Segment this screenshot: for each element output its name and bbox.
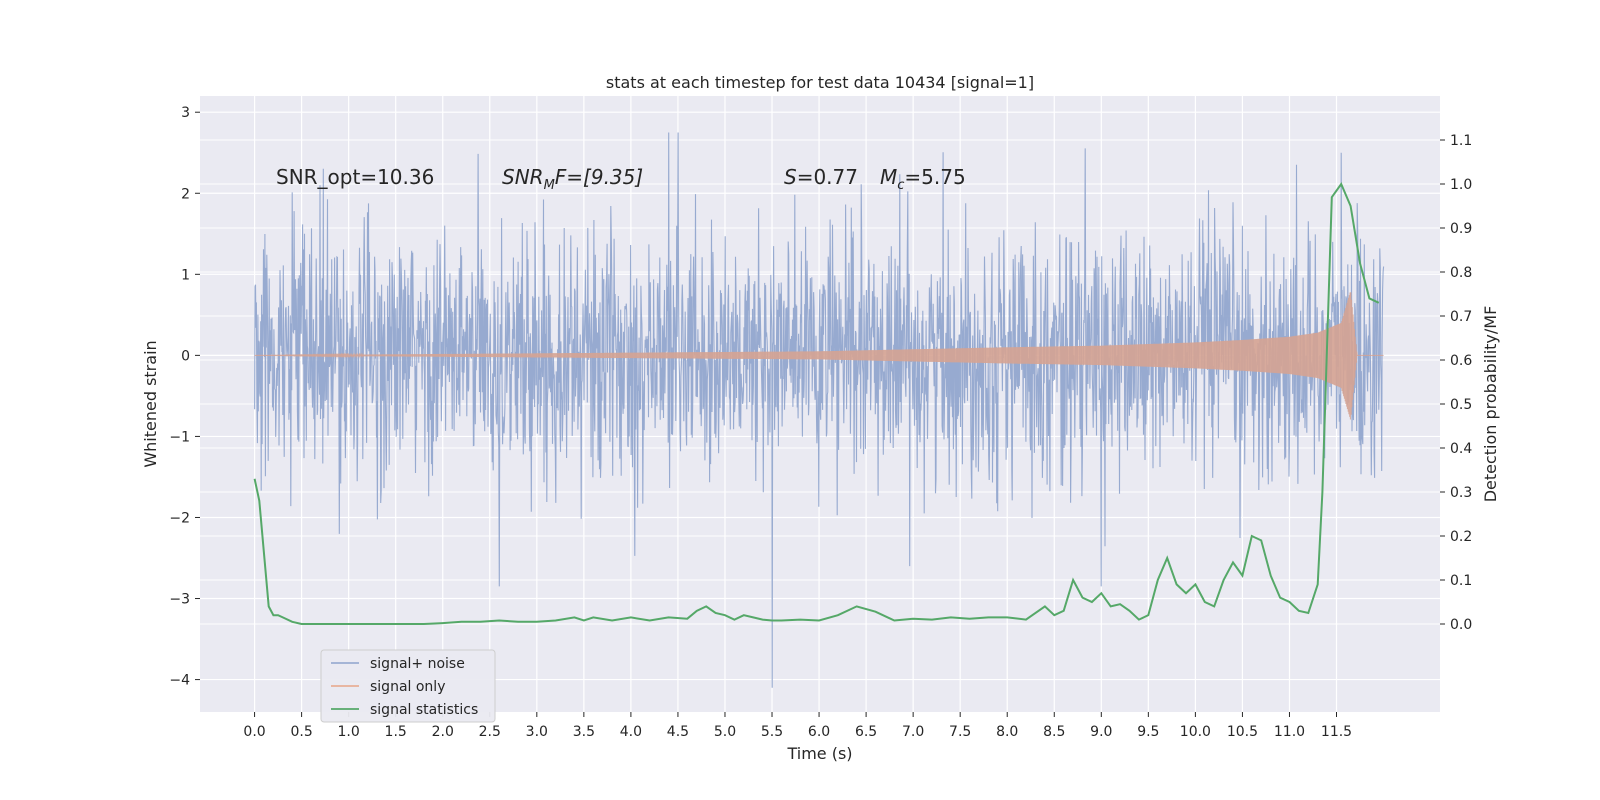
legend: signal+ noise signal only signal statist… xyxy=(320,649,496,723)
snr-mf-sub: M xyxy=(544,178,555,193)
y-tick-label-0: 3 xyxy=(181,105,190,121)
stats-line xyxy=(253,181,1380,625)
legend-box xyxy=(320,649,496,723)
legend-label-noise: signal+ noise xyxy=(370,656,465,672)
y2-tick-label-2: 0.9 xyxy=(1450,221,1472,237)
y2-axis-ticks: 1.1 1.0 0.9 0.8 0.7 0.6 0.5 0.4 0.3 0.2 0.1 0.0 xyxy=(1440,133,1472,633)
y-tick-label-6: −3 xyxy=(169,592,190,608)
s-base: S xyxy=(784,165,797,189)
mc-rest: =5.75 xyxy=(904,165,965,189)
x-tick-label-17: 8.5 xyxy=(1043,724,1065,740)
x-tick-label-8: 4.0 xyxy=(620,724,642,740)
y2-axis-label: Detection probability/MF xyxy=(1481,306,1500,503)
s-rest: =0.77 xyxy=(797,165,858,189)
chart-title: stats at each timestep for test data 104… xyxy=(606,73,1034,92)
mc-sub: c xyxy=(897,178,904,193)
x-tick-label-4: 2.0 xyxy=(432,724,454,740)
annotations: SNR_opt=10.36 SNRMF=[9.35] S=0.77 Mc=5.7… xyxy=(276,165,966,193)
y2-tick-label-11: 0.0 xyxy=(1450,617,1472,633)
y2-tick-label-5: 0.6 xyxy=(1450,353,1472,369)
x-tick-label-21: 10.5 xyxy=(1227,724,1258,740)
y2-tick-label-10: 0.1 xyxy=(1450,573,1472,589)
y2-tick-label-4: 0.7 xyxy=(1450,309,1472,325)
y2-tick-label-9: 0.2 xyxy=(1450,529,1472,545)
x-tick-label-1: 0.5 xyxy=(290,724,312,740)
x-tick-label-16: 8.0 xyxy=(996,724,1018,740)
legend-label-stats: signal statistics xyxy=(370,702,478,718)
legend-label-signal: signal only xyxy=(370,679,445,695)
x-tick-label-22: 11.0 xyxy=(1274,724,1305,740)
y-tick-label-2: 1 xyxy=(181,267,190,283)
x-tick-label-3: 1.5 xyxy=(385,724,407,740)
x-tick-label-7: 3.5 xyxy=(573,724,595,740)
y-tick-label-4: −1 xyxy=(169,429,190,445)
x-tick-label-23: 11.5 xyxy=(1321,724,1352,740)
y2-tick-label-7: 0.4 xyxy=(1450,441,1472,457)
y2-tick-label-3: 0.8 xyxy=(1450,265,1472,281)
y2-tick-label-8: 0.3 xyxy=(1450,485,1472,501)
signal-line xyxy=(254,292,1384,420)
y-axis-ticks: 3 2 1 0 −1 −2 −3 −4 xyxy=(169,105,200,689)
y-tick-label-5: −2 xyxy=(169,510,190,526)
x-tick-label-11: 5.5 xyxy=(761,724,783,740)
x-axis-label: Time (s) xyxy=(786,744,852,763)
mc-base: M xyxy=(880,165,897,189)
s-annotation: S=0.77 xyxy=(784,165,858,189)
y2-tick-label-0: 1.1 xyxy=(1450,133,1472,149)
snr-mf-base: SNR xyxy=(502,165,544,189)
snr-opt-annotation: SNR_opt=10.36 xyxy=(276,165,434,189)
x-tick-label-12: 6.0 xyxy=(808,724,830,740)
signal-statistics-series xyxy=(253,181,1380,625)
x-tick-label-10: 5.0 xyxy=(714,724,736,740)
y-tick-label-3: 0 xyxy=(181,348,190,364)
x-tick-label-0: 0.0 xyxy=(243,724,265,740)
signal-only-series xyxy=(254,292,1384,420)
x-tick-label-6: 3.0 xyxy=(526,724,548,740)
y-tick-label-1: 2 xyxy=(181,186,190,202)
y2-tick-label-6: 0.5 xyxy=(1450,397,1472,413)
x-tick-label-20: 10.0 xyxy=(1180,724,1211,740)
y-axis-label: Whitened strain xyxy=(141,340,160,467)
y-tick-label-7: −4 xyxy=(169,673,190,689)
x-tick-label-13: 6.5 xyxy=(855,724,877,740)
x-tick-label-18: 9.0 xyxy=(1090,724,1112,740)
x-tick-label-14: 7.0 xyxy=(902,724,924,740)
snr-mf-annotation: SNRMF=[9.35] xyxy=(502,165,643,193)
x-tick-label-5: 2.5 xyxy=(479,724,501,740)
y2-tick-label-1: 1.0 xyxy=(1450,177,1472,193)
x-tick-label-15: 7.5 xyxy=(949,724,971,740)
x-axis-ticks: 0.0 0.5 1.0 1.5 2.0 2.5 3.0 3.5 4.0 4.5 5.0 5.5 6.0 6… xyxy=(243,712,1352,740)
x-tick-label-19: 9.5 xyxy=(1137,724,1159,740)
x-tick-label-9: 4.5 xyxy=(667,724,689,740)
x-tick-label-2: 1.0 xyxy=(338,724,360,740)
mc-annotation: Mc=5.75 xyxy=(880,165,966,193)
snr-mf-rest: F=[9.35] xyxy=(555,165,643,189)
